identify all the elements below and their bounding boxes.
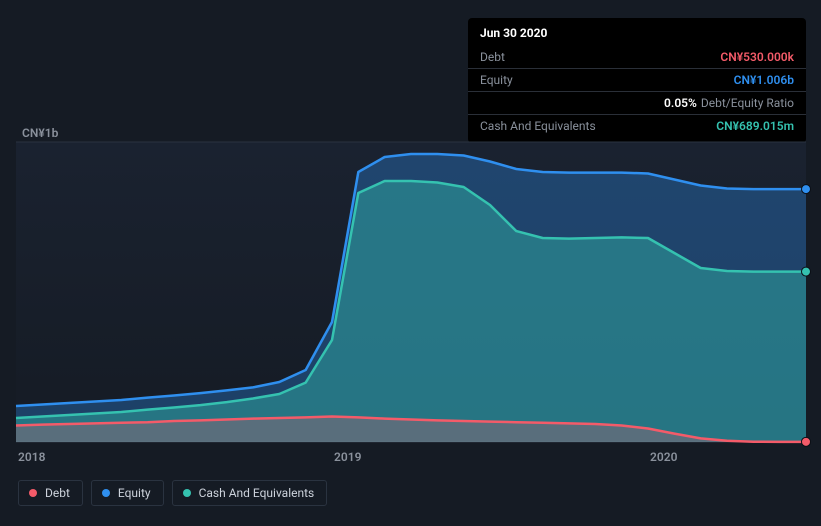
legend-label: Equity [118,486,151,500]
legend-item-debt[interactable]: Debt [18,480,83,506]
cash-end-marker [802,267,811,276]
equity-end-marker [802,185,811,194]
chart-area[interactable] [0,0,821,526]
cash-dot-icon [183,489,191,497]
legend-label: Debt [45,486,70,500]
legend: Debt Equity Cash And Equivalents [18,480,327,506]
debt-dot-icon [29,489,37,497]
debt-end-marker [802,437,811,446]
legend-item-cash[interactable]: Cash And Equivalents [172,480,328,506]
legend-label: Cash And Equivalents [199,486,315,500]
equity-dot-icon [102,489,110,497]
legend-item-equity[interactable]: Equity [91,480,164,506]
